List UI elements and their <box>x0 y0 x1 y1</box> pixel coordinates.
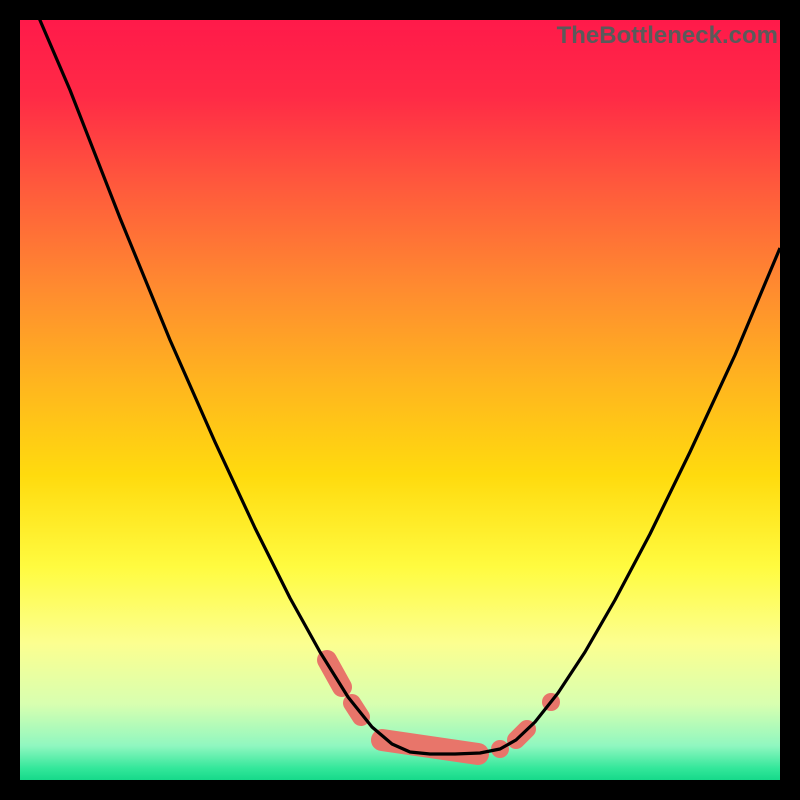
v-curve <box>27 20 780 754</box>
chart-frame: TheBottleneck.com <box>0 0 800 800</box>
watermark-text: TheBottleneck.com <box>557 22 778 50</box>
plot-area <box>20 20 780 780</box>
curve-markers <box>327 660 560 758</box>
curve-layer <box>20 20 780 780</box>
